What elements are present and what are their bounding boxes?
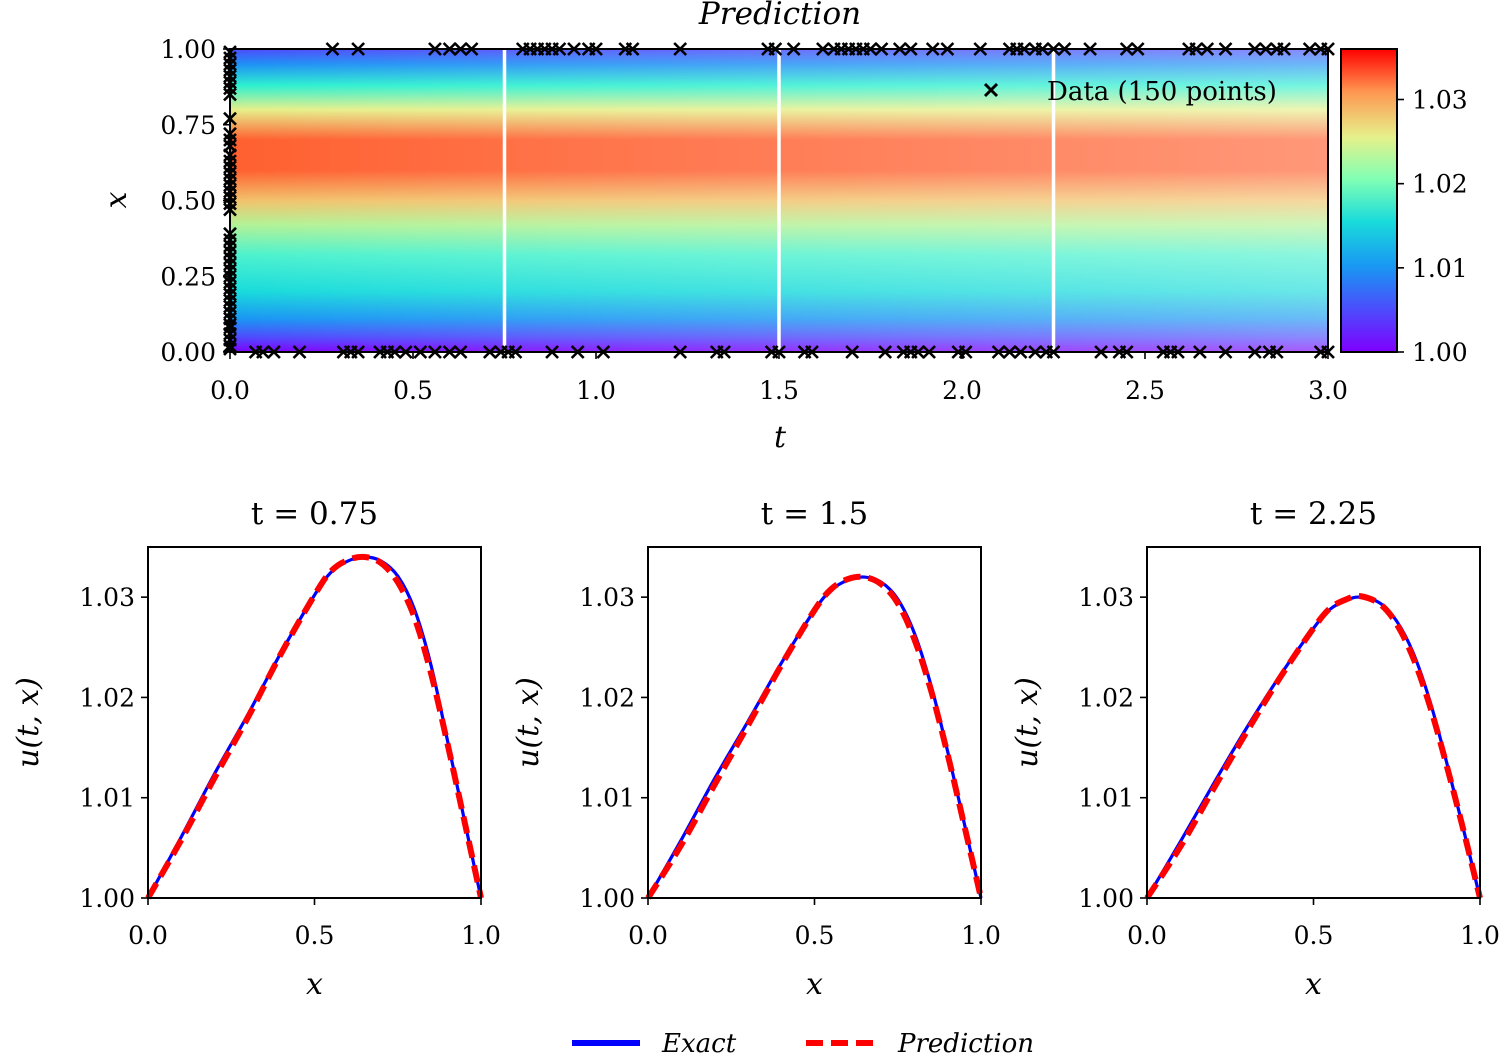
heatmap-x-ticks: 0.0 0.5 1.0 1.5 2.0 2.5 3.0 [210,352,1348,405]
heatmap-ytick-label: 0.75 [160,111,216,140]
slice-xtick-label: 1.0 [461,921,501,950]
slice-xtick-label: 1.0 [1460,921,1500,950]
colorbar-tick-label: 1.03 [1412,86,1468,115]
slice-ytick-label: 1.03 [579,583,635,612]
slice-panel-3: 0.0 0.5 1.0 1.00 1.01 1.02 1.03 t = 2.25 x u(t, x… [1010,496,1500,1002]
legend-prediction-label: Prediction [897,1029,1034,1054]
colorbar-tick-label: 1.00 [1412,338,1468,367]
heatmap-y-ticks: 0.00 0.25 0.50 0.75 1.00 [160,35,230,367]
slice-xtick-label: 0.5 [795,921,835,950]
heatmap-xtick-label: 0.0 [210,376,250,405]
colorbar-tick-label: 1.01 [1412,254,1468,283]
slice-xlabel: x [806,967,823,1002]
heatmap-ytick-label: 0.25 [160,262,216,291]
colorbar-tick-label: 1.02 [1412,170,1468,199]
slice-title: t = 0.75 [251,496,378,532]
heatmap-ylabel: x [99,191,134,208]
slice-ytick-label: 1.03 [1078,583,1134,612]
heatmap-xlabel: t [774,420,787,455]
slice-plot-area [1147,547,1480,898]
heatmap-xtick-label: 0.5 [393,376,433,405]
heatmap-legend: Data (150 points) [983,77,1277,107]
heatmap-xtick-label: 1.0 [576,376,616,405]
heatmap-ytick-label: 1.00 [160,35,216,64]
heatmap-xtick-label: 2.0 [942,376,982,405]
slice-xtick-label: 0.0 [128,921,168,950]
slice-title: t = 2.25 [1250,496,1377,532]
slice-plot-area [148,547,481,898]
slice-xlabel: x [306,967,323,1002]
slice-ytick-label: 1.01 [79,784,135,813]
heatmap-xtick-label: 2.5 [1125,376,1165,405]
slice-xtick-label: 0.5 [1294,921,1334,950]
legend-exact-label: Exact [661,1029,737,1054]
slice-ytick-label: 1.00 [1078,884,1134,913]
heatmap-xtick-label: 1.5 [759,376,799,405]
slice-ytick-label: 1.02 [79,683,135,712]
heatmap-ytick-label: 0.50 [160,187,216,216]
slice-lines [502,49,1056,352]
legend-marker-icon [983,82,999,98]
slice-ylabel: u(t, x) [1010,677,1045,768]
heatmap-title: Prediction [698,0,861,32]
prediction-curve [1144,592,1483,900]
slice-ytick-label: 1.02 [1078,683,1134,712]
slice-ytick-label: 1.01 [1078,784,1134,813]
slice-panel-1: 0.0 0.5 1.0 1.00 1.01 1.02 1.03 t = 0.75 x u(t, x… [11,496,501,1002]
heatmap-legend-label: Data (150 points) [1047,77,1277,107]
line-panels: 0.0 0.5 1.0 1.00 1.01 1.02 1.03 t = 0.75 x u(t, x… [11,496,1500,1002]
slice-ylabel: u(t, x) [11,677,46,768]
slice-xtick-label: 1.0 [961,921,1001,950]
heatmap-ytick-label: 0.00 [160,338,216,367]
slice-xtick-label: 0.5 [295,921,335,950]
prediction-curve [645,573,984,900]
colorbar-ticks: 1.00 1.01 1.02 1.03 [1397,86,1468,367]
slice-ylabel: u(t, x) [511,677,546,768]
slice-ytick-label: 1.00 [579,884,635,913]
slice-ytick-label: 1.03 [79,583,135,612]
colorbar: 1.00 1.01 1.02 1.03 [1340,48,1468,367]
prediction-curve [145,553,484,900]
bottom-legend: Exact Prediction [572,1029,1034,1054]
slice-xtick-label: 0.0 [628,921,668,950]
colorbar-bar [1340,48,1398,353]
slice-xlabel: x [1305,967,1322,1002]
heatmap-xtick-label: 3.0 [1308,376,1348,405]
slice-ytick-label: 1.02 [579,683,635,712]
slice-ytick-label: 1.01 [579,784,635,813]
slice-plot-area [648,547,981,898]
heatmap-panel: 0.0 0.5 1.0 1.5 2.0 2.5 3.0 0.00 0.25 0.50 0.75 1.… [99,0,1468,455]
slice-title: t = 1.5 [761,496,868,532]
slice-xtick-label: 0.0 [1127,921,1167,950]
slice-ytick-label: 1.00 [79,884,135,913]
slice-panel-2: 0.0 0.5 1.0 1.00 1.01 1.02 1.03 t = 1.5 x u(t, x) [511,496,1001,1002]
